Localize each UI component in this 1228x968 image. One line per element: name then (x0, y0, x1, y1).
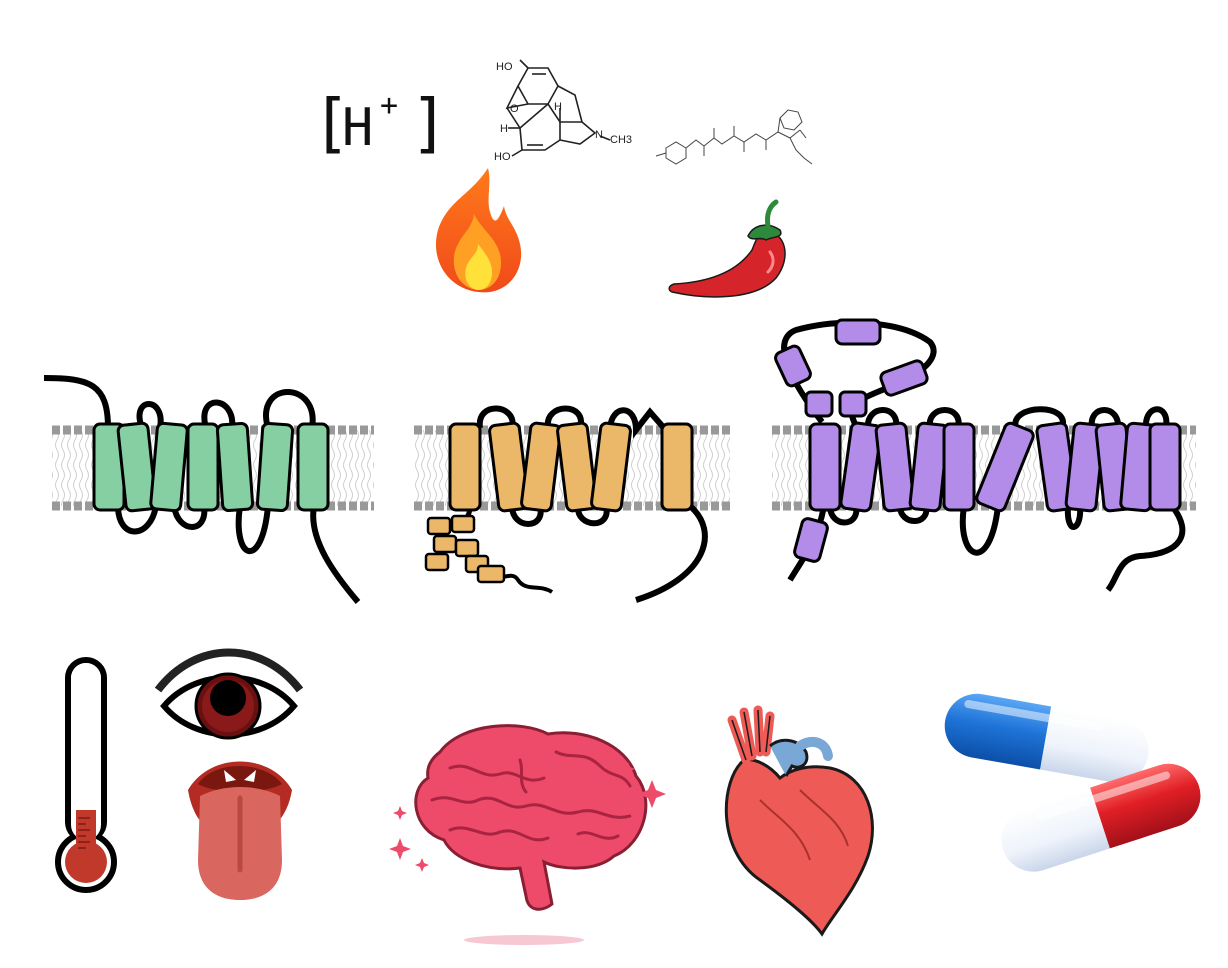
thermometer-icon (55, 657, 117, 893)
gpcr-receptor-icon (43, 375, 374, 604)
morphine-h-mid: H (554, 101, 562, 113)
brain-icon (389, 724, 666, 945)
morphine-ho-top: HO (496, 61, 513, 73)
peptide-structure-icon (655, 109, 813, 165)
morphine-ch3: CH3 (610, 134, 632, 146)
proton-close-bracket: ] (410, 87, 449, 161)
morphine-structure-icon: HO O H HO H N CH3 (494, 59, 632, 163)
flame-icon (435, 168, 522, 293)
morphine-o: O (510, 103, 519, 115)
morphine-n: N (595, 129, 603, 141)
proton-label: H (342, 98, 374, 158)
heart-icon (724, 705, 874, 937)
proton-charge: + (380, 88, 399, 123)
proton-icon: [ H + ] (312, 87, 449, 162)
eye-icon (154, 648, 304, 740)
trp-channel-icon (414, 405, 730, 603)
pills-icon (944, 693, 1201, 872)
proton-open-bracket: [ (312, 87, 351, 161)
morphine-h-left: H (500, 123, 508, 135)
piezo-channel-icon (772, 318, 1196, 592)
morphine-ho-bottom: HO (494, 151, 511, 163)
chili-pepper-icon (668, 199, 786, 298)
tongue-icon (188, 761, 292, 900)
